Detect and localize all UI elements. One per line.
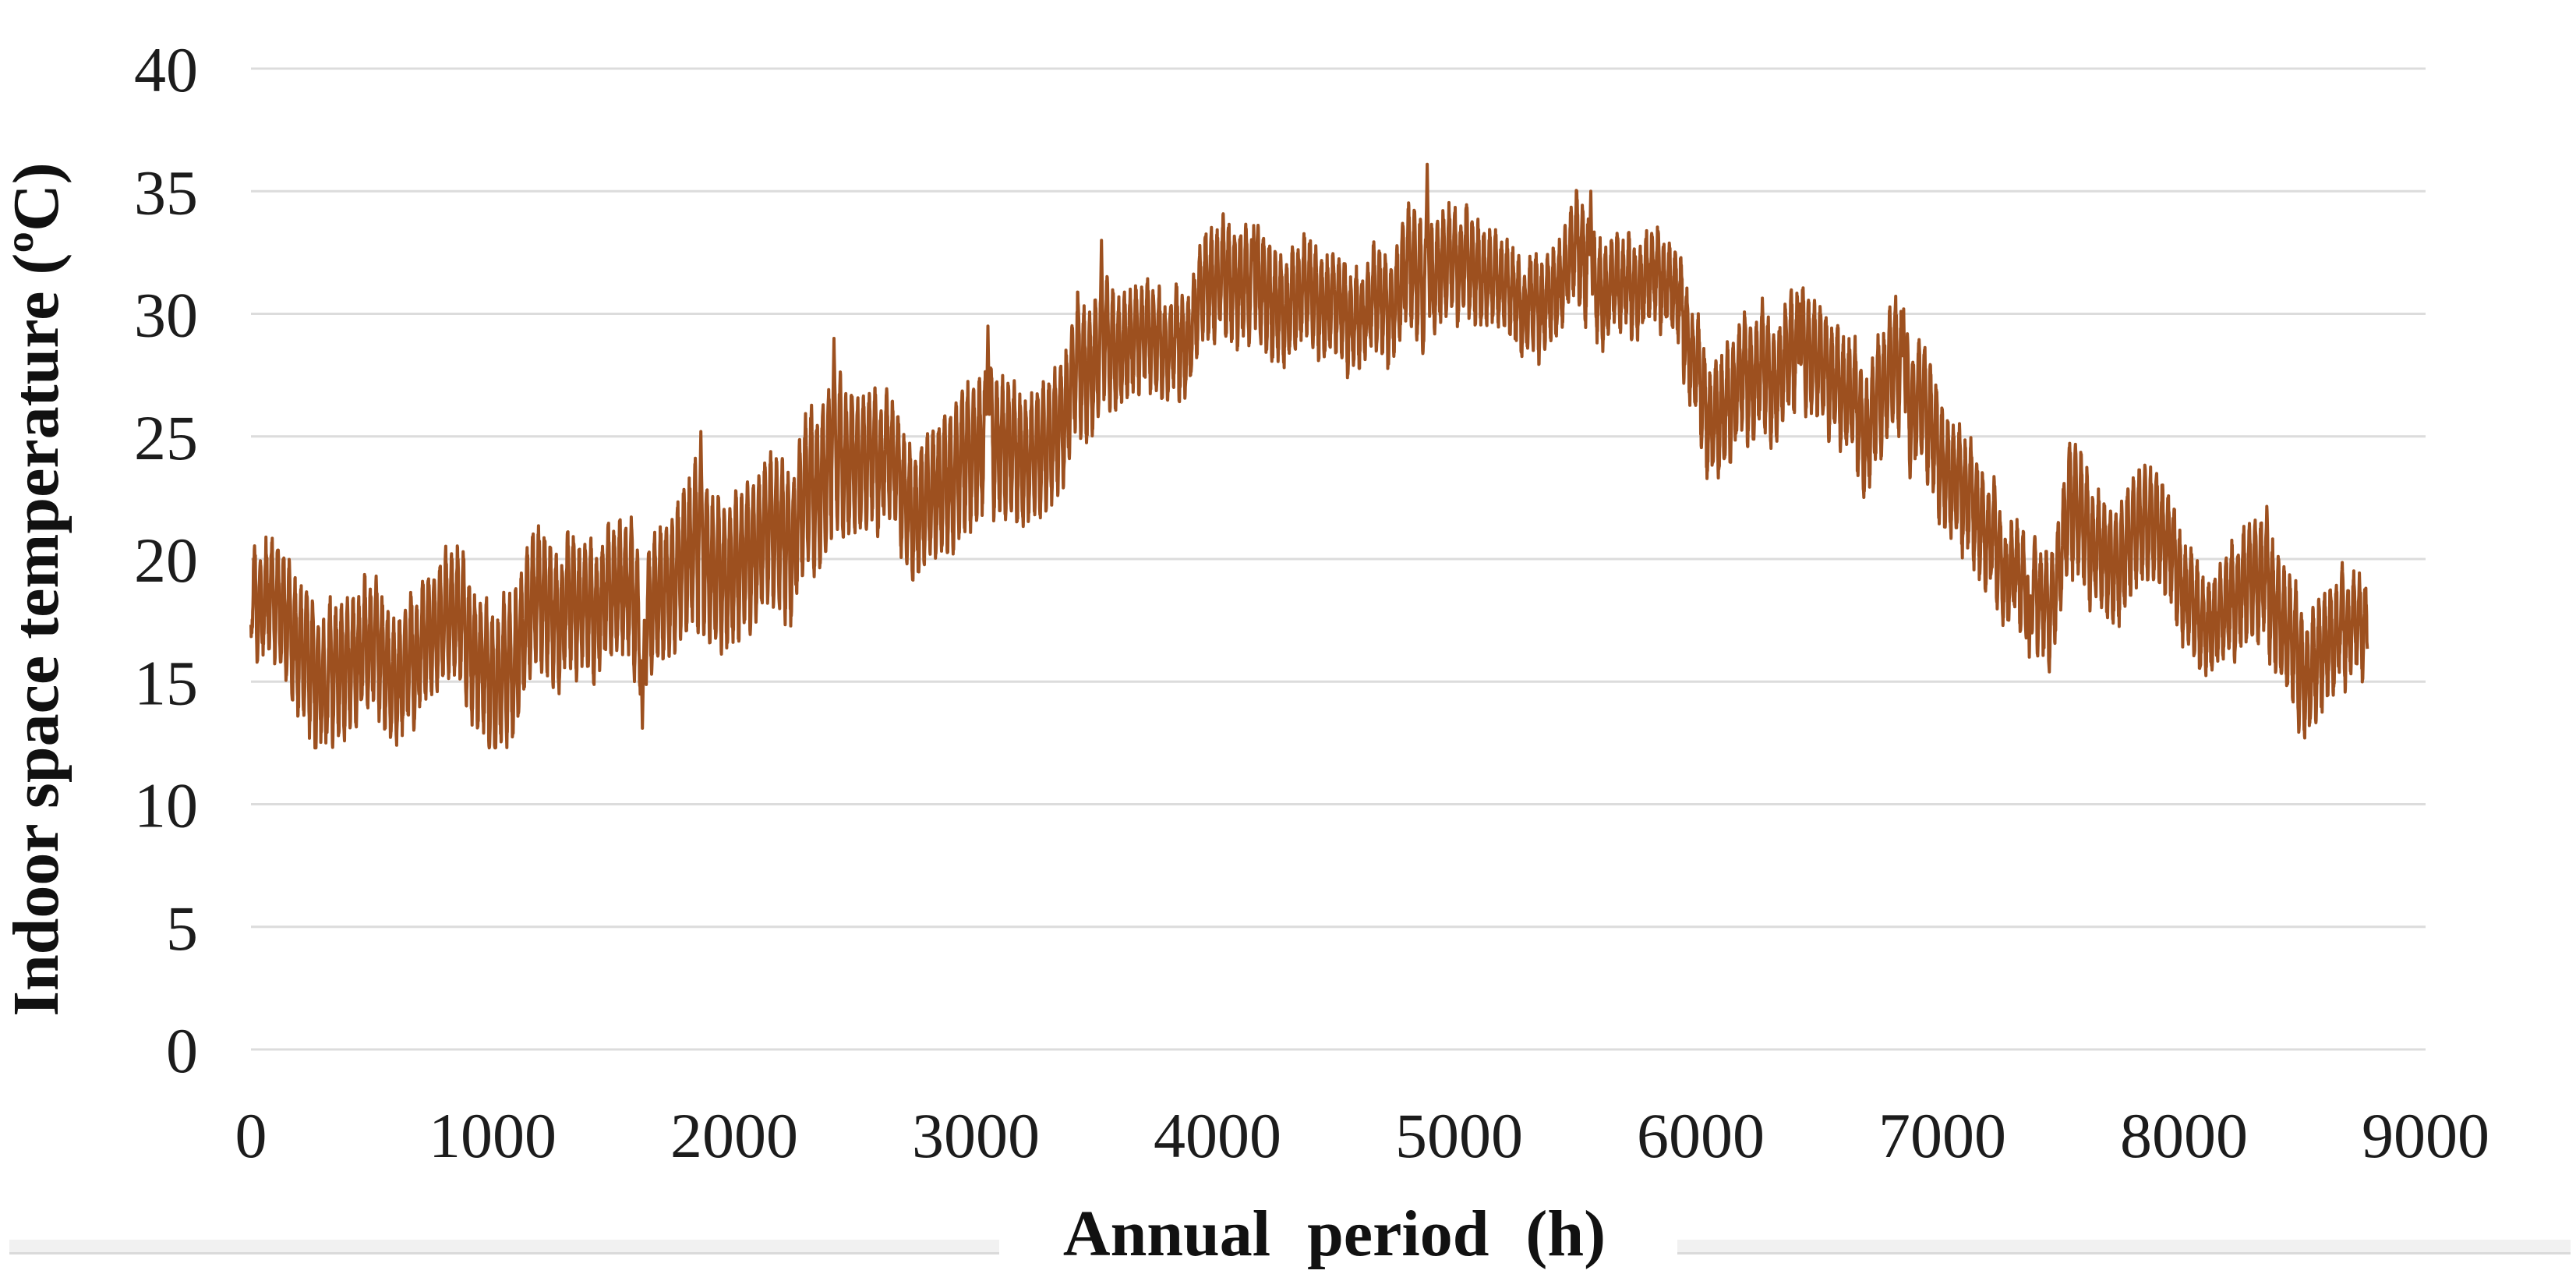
x-tick-label-1000: 1000	[429, 1100, 557, 1171]
x-tick-label-7000: 7000	[1878, 1100, 2006, 1171]
page-artifact-bar-left-edge	[9, 1252, 999, 1254]
x-axis-tick-labels: 0 1000 2000 3000 4000 5000 6000 7000 8000 9000	[235, 1100, 2490, 1171]
y-tick-label-30: 30	[134, 280, 198, 351]
x-tick-label-2000: 2000	[670, 1100, 798, 1171]
x-tick-label-9000: 9000	[2362, 1100, 2489, 1171]
y-axis-tick-labels: 0 5 10 15 20 25 30 35 40	[134, 34, 198, 1086]
temperature-series-line	[249, 162, 2369, 750]
x-tick-label-0: 0	[235, 1100, 267, 1171]
y-tick-label-5: 5	[166, 893, 198, 964]
page-artifact-bar-right-edge	[1677, 1252, 2571, 1254]
y-tick-label-35: 35	[134, 157, 198, 228]
x-axis-title: Annual period (h)	[1063, 1198, 1606, 1270]
x-tick-label-3000: 3000	[912, 1100, 1040, 1171]
page-artifact-bar-right	[1677, 1240, 2571, 1254]
x-tick-label-6000: 6000	[1637, 1100, 1765, 1171]
y-tick-label-20: 20	[134, 525, 198, 596]
x-tick-label-5000: 5000	[1395, 1100, 1523, 1171]
y-tick-label-15: 15	[134, 647, 198, 718]
y-tick-label-25: 25	[134, 402, 198, 473]
x-tick-label-4000: 4000	[1154, 1100, 1281, 1171]
y-axis-title: Indoor space temperature (ºC)	[0, 162, 72, 1016]
page-artifact-bars	[9, 1240, 2571, 1254]
x-tick-label-8000: 8000	[2120, 1100, 2248, 1171]
page-artifact-bar-left	[9, 1240, 999, 1254]
y-tick-label-40: 40	[134, 34, 198, 105]
y-tick-label-10: 10	[134, 770, 198, 841]
y-tick-label-0: 0	[166, 1015, 198, 1086]
